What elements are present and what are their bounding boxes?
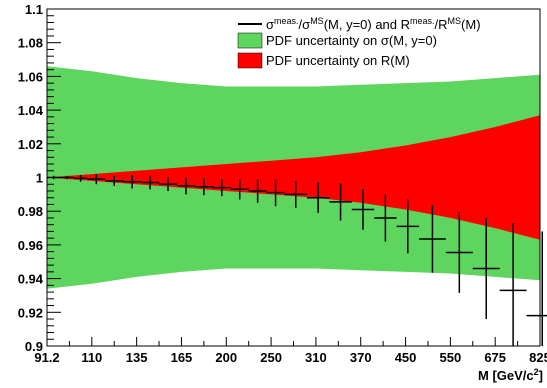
x-tick-label: 135 [126,350,148,365]
x-tick-label: 310 [305,350,327,365]
x-tick-label: 91.2 [34,350,59,365]
x-tick-label: 450 [395,350,417,365]
x-tick-label: 825 [529,350,547,365]
data-point-2 [73,174,88,182]
data-point-6 [141,175,160,190]
data-point-23 [499,222,527,346]
x-tick-label: 250 [260,350,282,365]
y-tick-labels: 0.9 0.92 0.94 0.96 0.98 1 1.02 1.04 1.06 1.08 1.1 [18,2,44,354]
x-axis-title: M [GeV/c2] [478,367,543,383]
legend-red-swatch [237,52,263,69]
axis-ticks [46,8,541,347]
y-tick-label: 0.96 [18,238,43,253]
data-point-12 [248,179,267,203]
y-tick-label: 1.1 [25,2,43,17]
legend-label-red: PDF uncertainty on R(M) [266,53,410,68]
legend-green-swatch [237,32,263,49]
x-tick-label: 200 [215,350,237,365]
data-point-19 [396,199,419,254]
data-point-20 [418,205,446,273]
data-point-1 [60,175,74,180]
band-red-area [47,115,540,240]
legend-label-ratio: σmeas./σMS(M, y=0) and Rmeas./RMS(M) [266,16,481,32]
data-point-24 [526,231,547,346]
x-tick-label: 675 [484,350,506,365]
data-point-7 [159,177,177,191]
data-point-22 [472,217,500,320]
data-point-13 [266,179,285,207]
data-point-10 [212,179,231,197]
y-tick-label: 1 [36,171,43,186]
x-tick-label: 165 [171,350,193,365]
data-point-16 [329,183,352,221]
x-tick-label: 110 [81,350,102,365]
data-point-21 [445,212,473,293]
data-point-8 [176,177,195,195]
y-tick-label: 1.08 [18,36,43,51]
legend-label-green: PDF uncertainty on σ(M, y=0) [266,33,437,48]
data-point-15 [306,182,330,213]
data-point-4 [105,175,124,186]
uncertainty-bands [47,66,540,289]
y-tick-label: 0.92 [18,305,43,320]
x-tick-label: 550 [440,350,462,365]
legend: σmeas./σMS(M, y=0) and Rmeas./RMS(M) PDF… [237,16,481,69]
data-point-18 [374,194,397,242]
y-tick-label: 0.9 [25,339,43,354]
data-point-11 [230,179,249,200]
data-point-9 [194,178,213,196]
data-point-5 [123,174,142,189]
y-tick-label: 0.94 [18,272,44,287]
x-tick-labels: 91.2 110 135 165 200 250 310 370 450 550 675 825 [34,350,547,365]
y-tick-label: 1.06 [18,69,43,84]
data-point-17 [351,189,375,230]
y-tick-label: 1.02 [18,137,43,152]
x-tick-label: 370 [350,350,372,365]
data-point-14 [284,180,307,208]
data-points [47,174,547,346]
y-tick-label: 0.98 [18,204,43,219]
data-point-3 [87,174,106,185]
y-tick-label: 1.04 [18,103,44,118]
